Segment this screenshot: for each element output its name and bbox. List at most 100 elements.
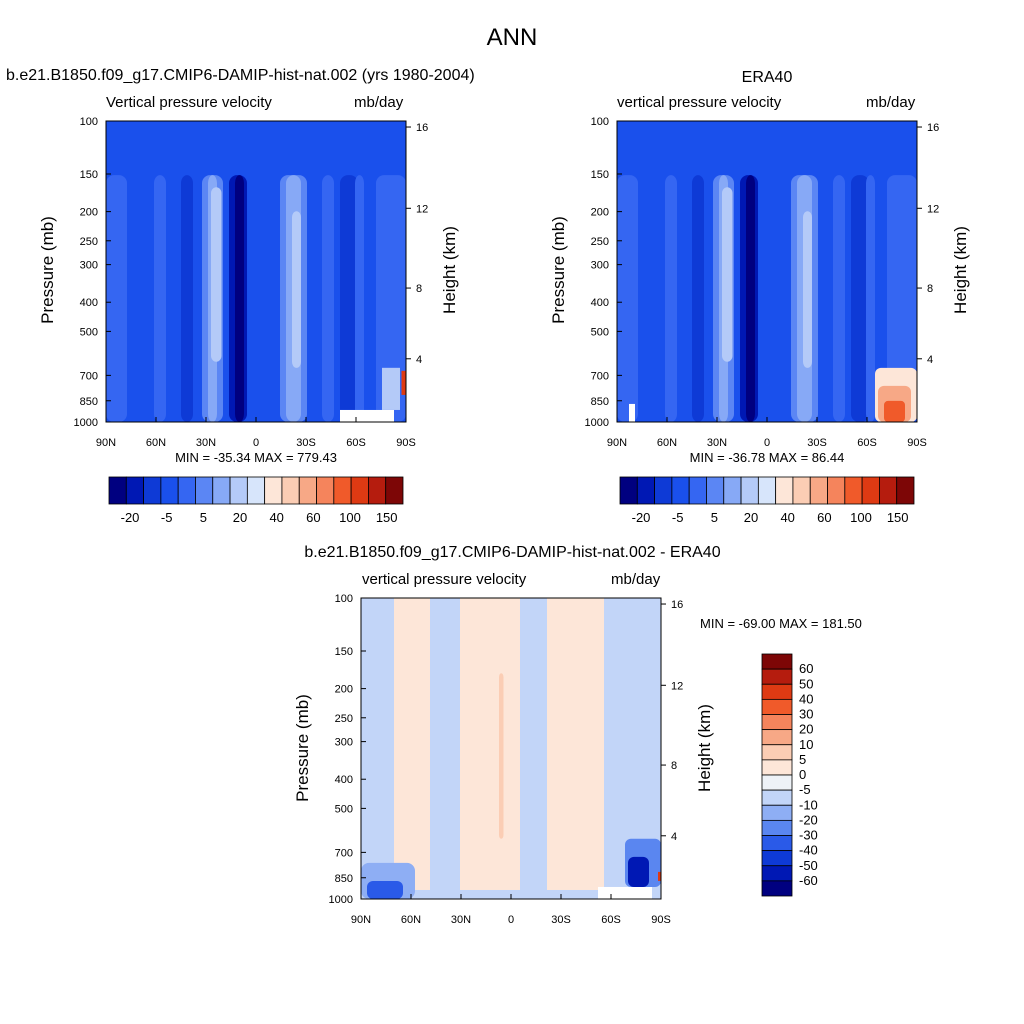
pressure-tick-label: 200 xyxy=(591,207,609,219)
panel-1-variable-label: Vertical pressure velocity xyxy=(106,94,272,111)
pressure-tick-label: 850 xyxy=(80,396,98,408)
colorbar-2-label: 150 xyxy=(887,510,909,525)
contour-band xyxy=(547,598,604,890)
pressure-tick-label: 500 xyxy=(80,326,98,338)
contour-band xyxy=(746,175,755,422)
main-title: ANN xyxy=(486,24,538,51)
latitude-tick-label: 90N xyxy=(607,437,627,449)
panel-2-ylabel: Pressure (mb) xyxy=(549,216,568,324)
contour-band xyxy=(355,175,364,422)
latitude-tick-label: 30N xyxy=(707,437,727,449)
contour-band xyxy=(367,880,403,899)
pressure-tick-label: 1000 xyxy=(329,894,353,906)
panel-1-min-max: MIN = -35.34 MAX = 779.43 xyxy=(175,450,337,465)
colorbar-3-swatch xyxy=(761,865,793,882)
colorbar-2-swatch xyxy=(792,476,811,505)
contour-band xyxy=(401,370,406,395)
colorbar-2-swatch xyxy=(671,476,690,505)
latitude-tick-label: 60N xyxy=(401,914,421,926)
colorbar-3-label: 30 xyxy=(799,707,813,722)
colorbar-1-swatch xyxy=(264,476,283,505)
colorbar-3-label: -60 xyxy=(799,873,818,888)
pressure-tick-label: 300 xyxy=(335,737,353,749)
contour-band xyxy=(851,175,869,422)
panel-3-title: b.e21.B1850.f09_g17.CMIP6-DAMIP-hist-nat… xyxy=(304,544,721,561)
colorbar-1-swatch xyxy=(195,476,214,505)
height-tick-label: 12 xyxy=(416,203,428,215)
contour-band xyxy=(382,367,400,410)
pressure-tick-label: 100 xyxy=(80,116,98,128)
colorbar-3-label: -30 xyxy=(799,828,818,843)
colorbar-2-swatch xyxy=(740,476,759,505)
colorbar-3-label: 60 xyxy=(799,661,813,676)
colorbar-3-swatch xyxy=(761,759,793,776)
colorbar-3-label: -40 xyxy=(799,843,818,858)
pressure-tick-label: 200 xyxy=(80,207,98,219)
contour-band xyxy=(235,175,244,422)
pressure-tick-label: 150 xyxy=(80,169,98,181)
colorbar-2-swatch xyxy=(619,476,638,505)
colorbar-2-swatch xyxy=(844,476,863,505)
pressure-tick-label: 150 xyxy=(591,169,609,181)
colorbar-3-label: 5 xyxy=(799,752,806,767)
contour-band xyxy=(658,871,661,881)
contour-band xyxy=(692,175,704,422)
missing-data-region xyxy=(340,409,394,422)
colorbar-1-swatch xyxy=(333,476,352,505)
height-tick-label: 4 xyxy=(416,354,422,366)
colorbar-2-swatch xyxy=(879,476,898,505)
pressure-tick-label: 100 xyxy=(591,116,609,128)
colorbar-3-label: -50 xyxy=(799,858,818,873)
contour-band xyxy=(340,175,358,422)
pressure-tick-label: 250 xyxy=(80,236,98,248)
pressure-tick-label: 250 xyxy=(335,713,353,725)
contour-band xyxy=(884,400,905,422)
colorbar-3-swatch xyxy=(761,804,793,821)
pressure-tick-label: 850 xyxy=(591,396,609,408)
colorbar-1-label: 100 xyxy=(339,510,361,525)
latitude-tick-label: 60S xyxy=(346,437,366,449)
contour-band xyxy=(106,175,127,422)
colorbar-2-label: 40 xyxy=(780,510,794,525)
colorbar-3-label: -10 xyxy=(799,797,818,812)
panel-3-variable-label: vertical pressure velocity xyxy=(362,571,527,588)
contour-band xyxy=(722,187,733,362)
panel-3-min-max: MIN = -69.00 MAX = 181.50 xyxy=(700,616,862,631)
pressure-tick-label: 700 xyxy=(591,370,609,382)
pressure-tick-label: 700 xyxy=(335,847,353,859)
latitude-tick-label: 60N xyxy=(146,437,166,449)
colorbar-1-swatch xyxy=(385,476,404,505)
pressure-tick-label: 1000 xyxy=(585,417,609,429)
panel-1-ylabel: Pressure (mb) xyxy=(38,216,57,324)
colorbar-2-label: 60 xyxy=(817,510,831,525)
contour-band xyxy=(628,856,649,887)
colorbar-1-swatch xyxy=(108,476,127,505)
latitude-tick-label: 30S xyxy=(551,914,571,926)
latitude-tick-label: 90N xyxy=(351,914,371,926)
colorbar-2-swatch xyxy=(861,476,880,505)
colorbar-1-swatch xyxy=(281,476,300,505)
height-tick-label: 12 xyxy=(671,680,683,692)
panel-2-title: ERA40 xyxy=(741,69,793,86)
panel-2-units-label: mb/day xyxy=(866,94,916,111)
latitude-tick-label: 90S xyxy=(651,914,671,926)
colorbar-3-swatch xyxy=(761,698,793,715)
latitude-tick-label: 0 xyxy=(508,914,514,926)
pressure-tick-label: 150 xyxy=(335,646,353,658)
colorbar-1-swatch xyxy=(316,476,335,505)
colorbar-3-label: 10 xyxy=(799,737,813,752)
latitude-tick-label: 60N xyxy=(657,437,677,449)
height-tick-label: 8 xyxy=(416,283,422,295)
latitude-tick-label: 60S xyxy=(601,914,621,926)
pressure-tick-label: 300 xyxy=(80,260,98,272)
height-tick-label: 16 xyxy=(671,599,683,611)
latitude-tick-label: 90N xyxy=(96,437,116,449)
colorbar-1-swatch xyxy=(368,476,387,505)
colorbar-3-swatch xyxy=(761,789,793,806)
latitude-tick-label: 30N xyxy=(451,914,471,926)
pressure-tick-label: 500 xyxy=(335,803,353,815)
latitude-tick-label: 0 xyxy=(764,437,770,449)
panel-3-units-label: mb/day xyxy=(611,571,661,588)
height-tick-label: 8 xyxy=(671,760,677,772)
contour-band xyxy=(322,175,334,422)
